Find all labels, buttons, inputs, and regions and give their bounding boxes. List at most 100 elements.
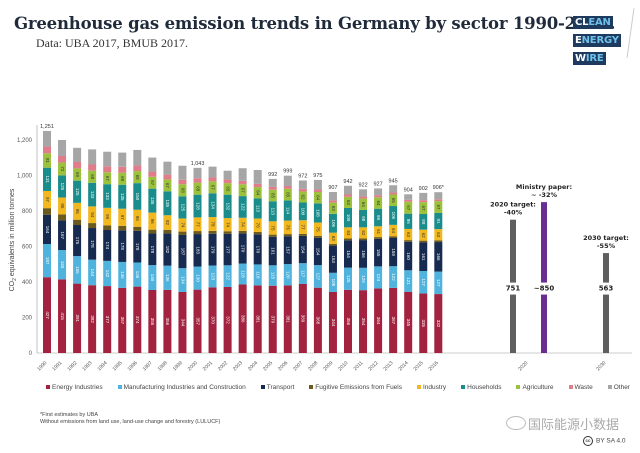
bar-segment — [118, 261, 127, 288]
legend-swatch — [309, 385, 314, 390]
bar-segment — [208, 217, 217, 231]
bar-segment — [43, 244, 51, 278]
bar-segment — [389, 224, 398, 237]
y-tick-label: 800 — [22, 209, 33, 215]
bar-total-label: 922 — [358, 182, 367, 188]
bar-value-label: 122 — [391, 273, 396, 281]
bar-segment — [344, 238, 352, 241]
bar-value-label: 123 — [210, 273, 215, 281]
bar-segment — [389, 206, 398, 225]
legend-swatch — [117, 385, 122, 390]
bar-segment — [283, 285, 292, 353]
bar-segment — [344, 194, 352, 197]
bar-value-label: 332 — [436, 320, 441, 328]
x-tick-label: 2006 — [277, 360, 289, 372]
x-tick-label: 2020 — [517, 360, 529, 372]
bar-value-label: 108 — [331, 279, 336, 287]
bar-value-label: 128 — [195, 202, 200, 210]
bar-total-label: 902 — [419, 186, 428, 192]
bar-segment — [193, 182, 202, 195]
bar-value-label: 382 — [90, 315, 95, 323]
x-tick-label: 2014 — [398, 360, 410, 372]
bar-segment — [88, 170, 97, 183]
bar-segment — [313, 192, 322, 204]
bar-value-label: 427 — [45, 311, 50, 319]
bar-value-label: 125 — [60, 183, 65, 191]
bar-segment — [434, 229, 443, 241]
bar-segment — [178, 268, 187, 292]
bar-segment — [298, 283, 307, 353]
bar-segment — [118, 287, 127, 353]
x-tick-label: 1997 — [142, 360, 154, 372]
bar-segment — [253, 264, 262, 286]
bar-segment — [43, 146, 51, 154]
bar-segment — [208, 193, 217, 218]
bar-segment — [163, 229, 172, 234]
bar-segment — [359, 238, 368, 241]
bar-segment — [103, 229, 112, 261]
bar-value-label: 65 — [271, 193, 276, 199]
bar-value-label: 183 — [195, 247, 200, 255]
bar-segment — [253, 187, 262, 199]
bar-segment — [374, 288, 383, 353]
bar-segment — [133, 171, 142, 184]
bar-segment — [103, 225, 112, 230]
bar-value-label: 167 — [60, 231, 65, 239]
bar-segment — [298, 235, 307, 264]
bar-value-label: 122 — [225, 272, 230, 280]
bar-value-label: 160 — [406, 252, 411, 260]
bar-segment — [178, 196, 187, 219]
bar-value-label: 106 — [331, 219, 336, 227]
bar-segment — [193, 234, 202, 267]
bar-segment — [73, 225, 82, 257]
bar-segment — [163, 289, 172, 353]
bar-value-label: 81 — [45, 158, 50, 164]
bar-segment — [163, 265, 172, 290]
bar-segment — [238, 233, 247, 264]
bar-segment — [404, 291, 413, 353]
bar-value-label: 374 — [135, 316, 140, 324]
legend-item: Fugitive Emissions from Fuels — [309, 384, 402, 391]
bar-value-label: 166 — [436, 253, 441, 261]
bar-segment — [268, 265, 277, 286]
bar-value-label: 142 — [105, 270, 110, 278]
bar-value-label: 114 — [286, 207, 291, 215]
bar-total-label: 1,043 — [191, 161, 205, 167]
bar-value-label: 63 — [346, 200, 351, 206]
bar-segment — [163, 215, 172, 230]
legend-swatch — [260, 385, 265, 390]
logo-line-3: WIRE — [573, 52, 606, 65]
bar-segment — [118, 225, 127, 231]
y-tick-label: 1,200 — [17, 138, 33, 144]
bar-segment — [163, 191, 172, 216]
bar-value-label: 67 — [240, 188, 245, 194]
stacked-bar-chart: 0 200 400 600 800 1,000 1,200 CO2 equivalents i… — [9, 124, 632, 372]
bar-value-label: 154 — [316, 248, 321, 256]
bar-segment — [344, 227, 352, 239]
bar-value-label: 389 — [301, 315, 306, 323]
x-tick-label: 2007 — [292, 360, 304, 372]
x-tick-label: 2013 — [382, 360, 394, 372]
bar-value-label: 146 — [120, 271, 125, 279]
bar-segment — [43, 153, 51, 168]
bar-segment — [58, 197, 67, 215]
x-tick-label: 1998 — [157, 360, 169, 372]
target-label: -55% — [597, 242, 616, 250]
bar-value-label: 75 — [271, 225, 276, 231]
bar-segment — [359, 198, 368, 210]
bar-value-label: 135 — [150, 197, 155, 205]
bar-value-label: 99 — [105, 214, 110, 220]
bar-segment — [434, 271, 443, 295]
y-axis-label: CO2 equivalents in million tonnes — [9, 188, 18, 291]
bar-segment — [163, 174, 172, 180]
bar-segment — [238, 284, 247, 353]
legend-item: Households — [461, 384, 501, 391]
bar-segment — [58, 155, 67, 163]
bar-value-label: 136 — [135, 271, 140, 279]
bar-value-label: 356 — [346, 318, 351, 326]
bar-segment — [88, 164, 97, 171]
x-tick-label: 2004 — [247, 360, 259, 372]
bar-value-label: 135 — [120, 193, 125, 201]
bar-segment — [223, 286, 232, 353]
bar-value-label: 65 — [286, 192, 291, 198]
